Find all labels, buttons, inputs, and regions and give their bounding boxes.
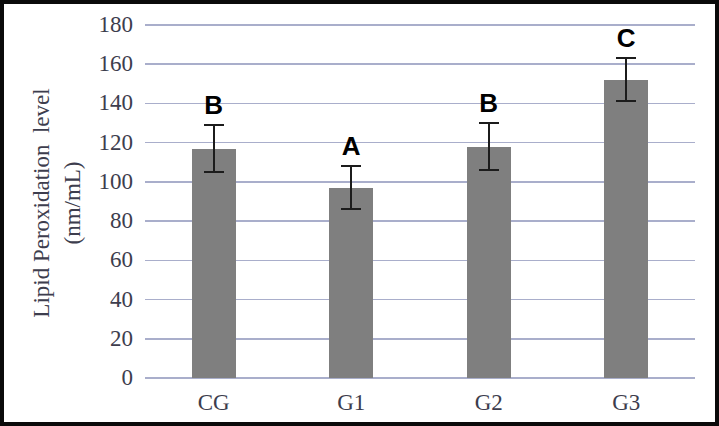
significance-letter: B	[194, 92, 234, 118]
error-bar-bottom-cap	[616, 100, 636, 102]
significance-letter: B	[469, 90, 509, 116]
y-tick-label: 80	[53, 208, 133, 234]
bar	[467, 147, 511, 378]
significance-letter: A	[331, 133, 371, 159]
error-bar	[213, 125, 215, 172]
y-axis-label: Lipid Peroxidation level(nm/mL)	[26, 88, 88, 317]
error-bar	[350, 166, 352, 209]
x-tick-label: CG	[154, 390, 274, 416]
y-tick-label: 180	[53, 12, 133, 38]
significance-letter: C	[606, 25, 646, 51]
y-tick-label: 120	[53, 130, 133, 156]
x-tick-label: G1	[291, 390, 411, 416]
error-bar-top-cap	[341, 165, 361, 167]
bar-chart: Lipid Peroxidation level(nm/mL) 0 20 40 60 8…	[0, 0, 719, 426]
bar	[604, 80, 648, 378]
y-tick-label: 0	[53, 365, 133, 391]
y-tick-label: 160	[53, 51, 133, 77]
y-tick-label: 40	[53, 287, 133, 313]
gridline	[145, 63, 695, 65]
x-tick-label: G2	[429, 390, 549, 416]
error-bar-bottom-cap	[479, 169, 499, 171]
y-tick-label: 20	[53, 326, 133, 352]
error-bar-bottom-cap	[204, 171, 224, 173]
bar	[192, 149, 236, 378]
y-tick-label: 100	[53, 169, 133, 195]
error-bar-top-cap	[479, 122, 499, 124]
y-tick-label: 60	[53, 247, 133, 273]
error-bar	[625, 58, 627, 101]
error-bar-top-cap	[204, 124, 224, 126]
bar	[329, 188, 373, 378]
y-axis-label-line1: Lipid Peroxidation level	[29, 88, 54, 317]
error-bar	[488, 123, 490, 170]
x-tick-label: G3	[566, 390, 686, 416]
error-bar-top-cap	[616, 57, 636, 59]
error-bar-bottom-cap	[341, 208, 361, 210]
y-tick-label: 140	[53, 90, 133, 116]
